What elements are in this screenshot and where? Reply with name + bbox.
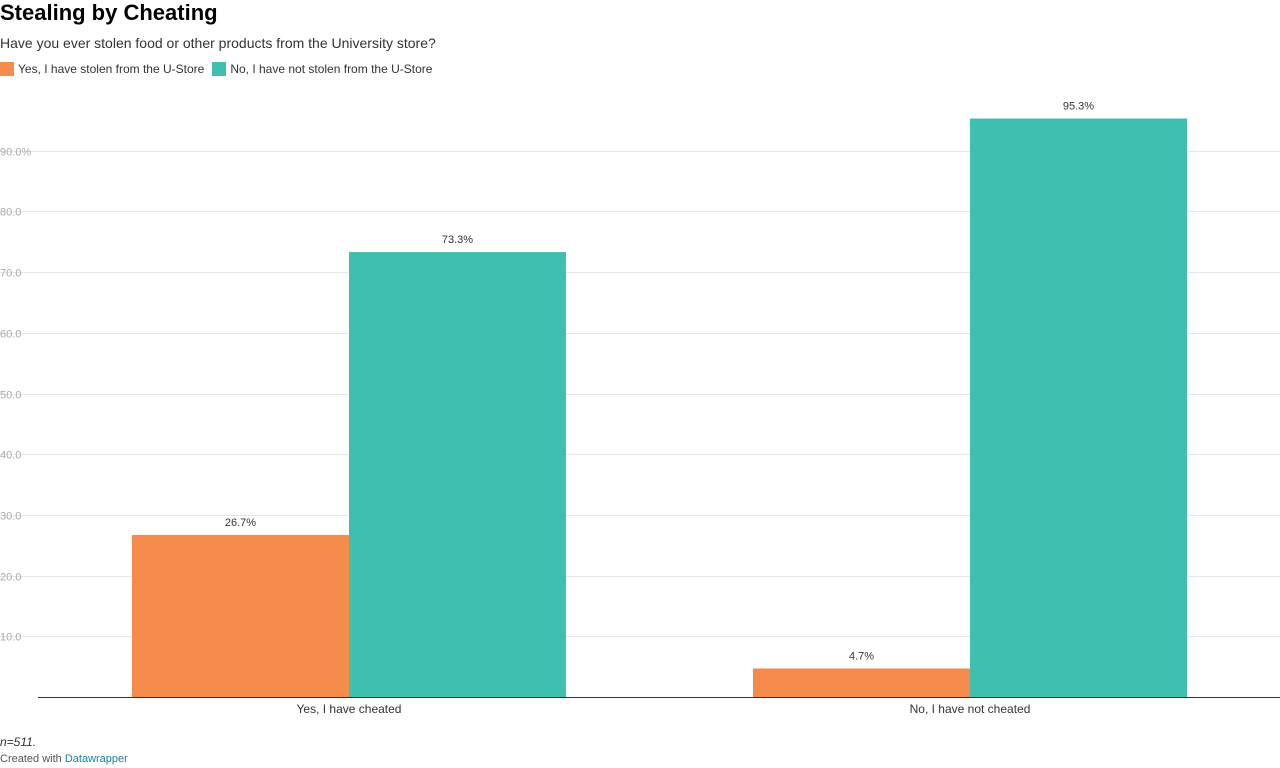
- chart-notes: n=511.: [0, 735, 37, 749]
- x-category-label: No, I have not cheated: [910, 702, 1031, 716]
- legend-swatch-stolen: [0, 62, 14, 76]
- bar: [970, 118, 1187, 698]
- y-tick-label: 80.0: [0, 207, 21, 219]
- chart-subtitle: Have you ever stolen food or other produ…: [0, 35, 436, 51]
- bar-value-label: 26.7%: [225, 517, 256, 529]
- footer-prefix: Created with: [0, 753, 62, 765]
- chart-footer: Created with Datawrapper: [0, 753, 128, 765]
- y-tick-label: 60.0: [0, 329, 21, 341]
- bar-value-label: 95.3%: [1063, 101, 1094, 113]
- bar: [753, 668, 970, 697]
- legend-swatch-not-stolen: [212, 62, 227, 76]
- bar-value-label: 73.3%: [442, 234, 473, 246]
- legend-item-stolen: Yes, I have stolen from the U-Store: [0, 62, 204, 76]
- chart-title: Stealing by Cheating: [0, 0, 218, 25]
- y-tick-label: 10.0: [0, 632, 21, 644]
- y-tick-label: 20.0: [0, 572, 21, 584]
- bar-chart: 10.0 20.0 30.0 40.0 50.0 60.0 70.0 80.0 90.0% 26.…: [0, 101, 1280, 716]
- bar: [132, 534, 349, 697]
- datawrapper-link[interactable]: Datawrapper: [64, 753, 128, 765]
- legend-label-stolen: Yes, I have stolen from the U-Store: [18, 62, 205, 76]
- legend-label-not-stolen: No, I have not stolen from the U-Store: [230, 62, 433, 76]
- x-category-label: Yes, I have cheated: [297, 702, 402, 716]
- y-tick-label: 90.0%: [0, 147, 31, 159]
- legend-item-not-stolen: No, I have not stolen from the U-Store: [212, 62, 432, 76]
- y-tick-label: 70.0: [0, 268, 21, 280]
- bar: [349, 252, 566, 697]
- chart-legend: Yes, I have stolen from the U-Store No, …: [0, 62, 440, 76]
- y-tick-label: 40.0: [0, 450, 21, 462]
- bar-value-label: 4.7%: [849, 650, 874, 662]
- y-tick-label: 50.0: [0, 390, 21, 402]
- y-tick-label: 30.0: [0, 511, 21, 523]
